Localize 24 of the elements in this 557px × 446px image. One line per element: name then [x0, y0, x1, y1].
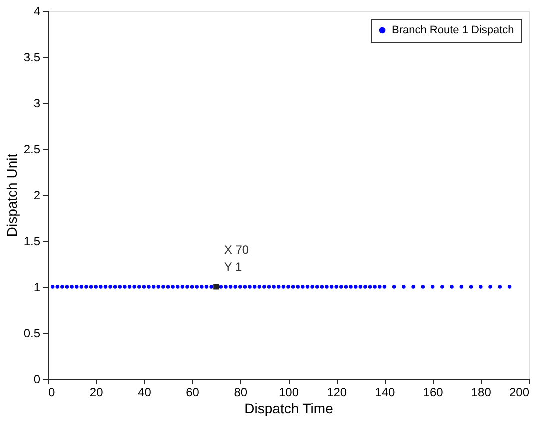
x-tick-label: 140 — [375, 386, 396, 400]
x-tick-label: 180 — [471, 386, 492, 400]
x-axis-title: Dispatch Time — [244, 400, 334, 416]
y-tick-label: 3.5 — [24, 50, 41, 64]
x-tick-label: 0 — [48, 386, 56, 400]
x-tick-label: 120 — [327, 386, 348, 400]
x-tick-label: 200 — [509, 386, 530, 400]
x-tick-label: 40 — [138, 386, 152, 400]
y-tick-label: 4 — [34, 4, 41, 18]
x-tick-label: 80 — [234, 386, 248, 400]
y-axis-title: Dispatch Unit — [4, 154, 20, 238]
y-tick-label: 2 — [34, 188, 41, 202]
y-tick-label: 3 — [34, 96, 41, 110]
y-tick-label: 0.5 — [24, 326, 41, 340]
y-tick-label: 0 — [34, 372, 41, 386]
y-tick-label: 1 — [34, 280, 41, 294]
x-tick-label: 100 — [278, 386, 300, 400]
x-tick-label: 60 — [186, 386, 200, 400]
y-tick-label: 1.5 — [24, 234, 41, 248]
legend-label: Branch Route 1 Dispatch — [392, 24, 514, 36]
y-tick-label: 2.5 — [24, 142, 41, 156]
x-tick-label: 20 — [90, 386, 104, 400]
x-tick-label: 160 — [423, 386, 444, 400]
annotation: X 70 Y 1 — [224, 243, 250, 274]
